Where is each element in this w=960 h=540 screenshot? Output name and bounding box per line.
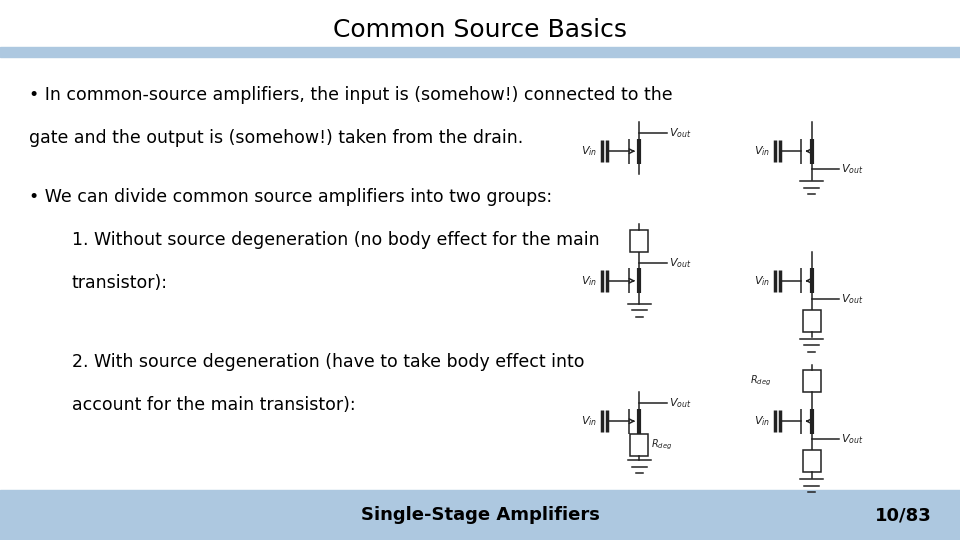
Text: $V_{out}$: $V_{out}$ <box>669 126 691 140</box>
Text: $V_{in}$: $V_{in}$ <box>581 144 597 158</box>
Text: $V_{in}$: $V_{in}$ <box>581 414 597 428</box>
Text: transistor):: transistor): <box>72 274 168 293</box>
Bar <box>631 434 648 456</box>
Text: $V_{in}$: $V_{in}$ <box>754 414 770 428</box>
Bar <box>804 309 821 332</box>
Text: account for the main transistor):: account for the main transistor): <box>72 396 355 414</box>
Text: gate and the output is (somehow!) taken from the drain.: gate and the output is (somehow!) taken … <box>29 129 523 147</box>
Text: $V_{out}$: $V_{out}$ <box>842 162 864 176</box>
Text: $V_{out}$: $V_{out}$ <box>669 256 691 270</box>
Text: $V_{in}$: $V_{in}$ <box>754 274 770 288</box>
Text: • In common-source amplifiers, the input is (somehow!) connected to the: • In common-source amplifiers, the input… <box>29 85 672 104</box>
Text: $V_{out}$: $V_{out}$ <box>842 292 864 306</box>
Bar <box>631 230 648 252</box>
Bar <box>0 490 960 540</box>
Text: 2. With source degeneration (have to take body effect into: 2. With source degeneration (have to tak… <box>72 353 585 371</box>
Text: $V_{in}$: $V_{in}$ <box>581 274 597 288</box>
Text: $V_{out}$: $V_{out}$ <box>842 432 864 446</box>
Text: $V_{in}$: $V_{in}$ <box>754 144 770 158</box>
Bar <box>804 370 821 393</box>
Text: $V_{out}$: $V_{out}$ <box>669 396 691 410</box>
Text: $R_{deg}$: $R_{deg}$ <box>750 374 772 388</box>
Text: Common Source Basics: Common Source Basics <box>333 18 627 42</box>
Text: Single-Stage Amplifiers: Single-Stage Amplifiers <box>361 506 599 524</box>
Text: 10/83: 10/83 <box>875 506 931 524</box>
Text: • We can divide common source amplifiers into two groups:: • We can divide common source amplifiers… <box>29 188 552 206</box>
Bar <box>804 450 821 472</box>
Text: $R_{deg}$: $R_{deg}$ <box>651 437 672 452</box>
Bar <box>0 47 960 57</box>
Text: 1. Without source degeneration (no body effect for the main: 1. Without source degeneration (no body … <box>72 231 600 249</box>
